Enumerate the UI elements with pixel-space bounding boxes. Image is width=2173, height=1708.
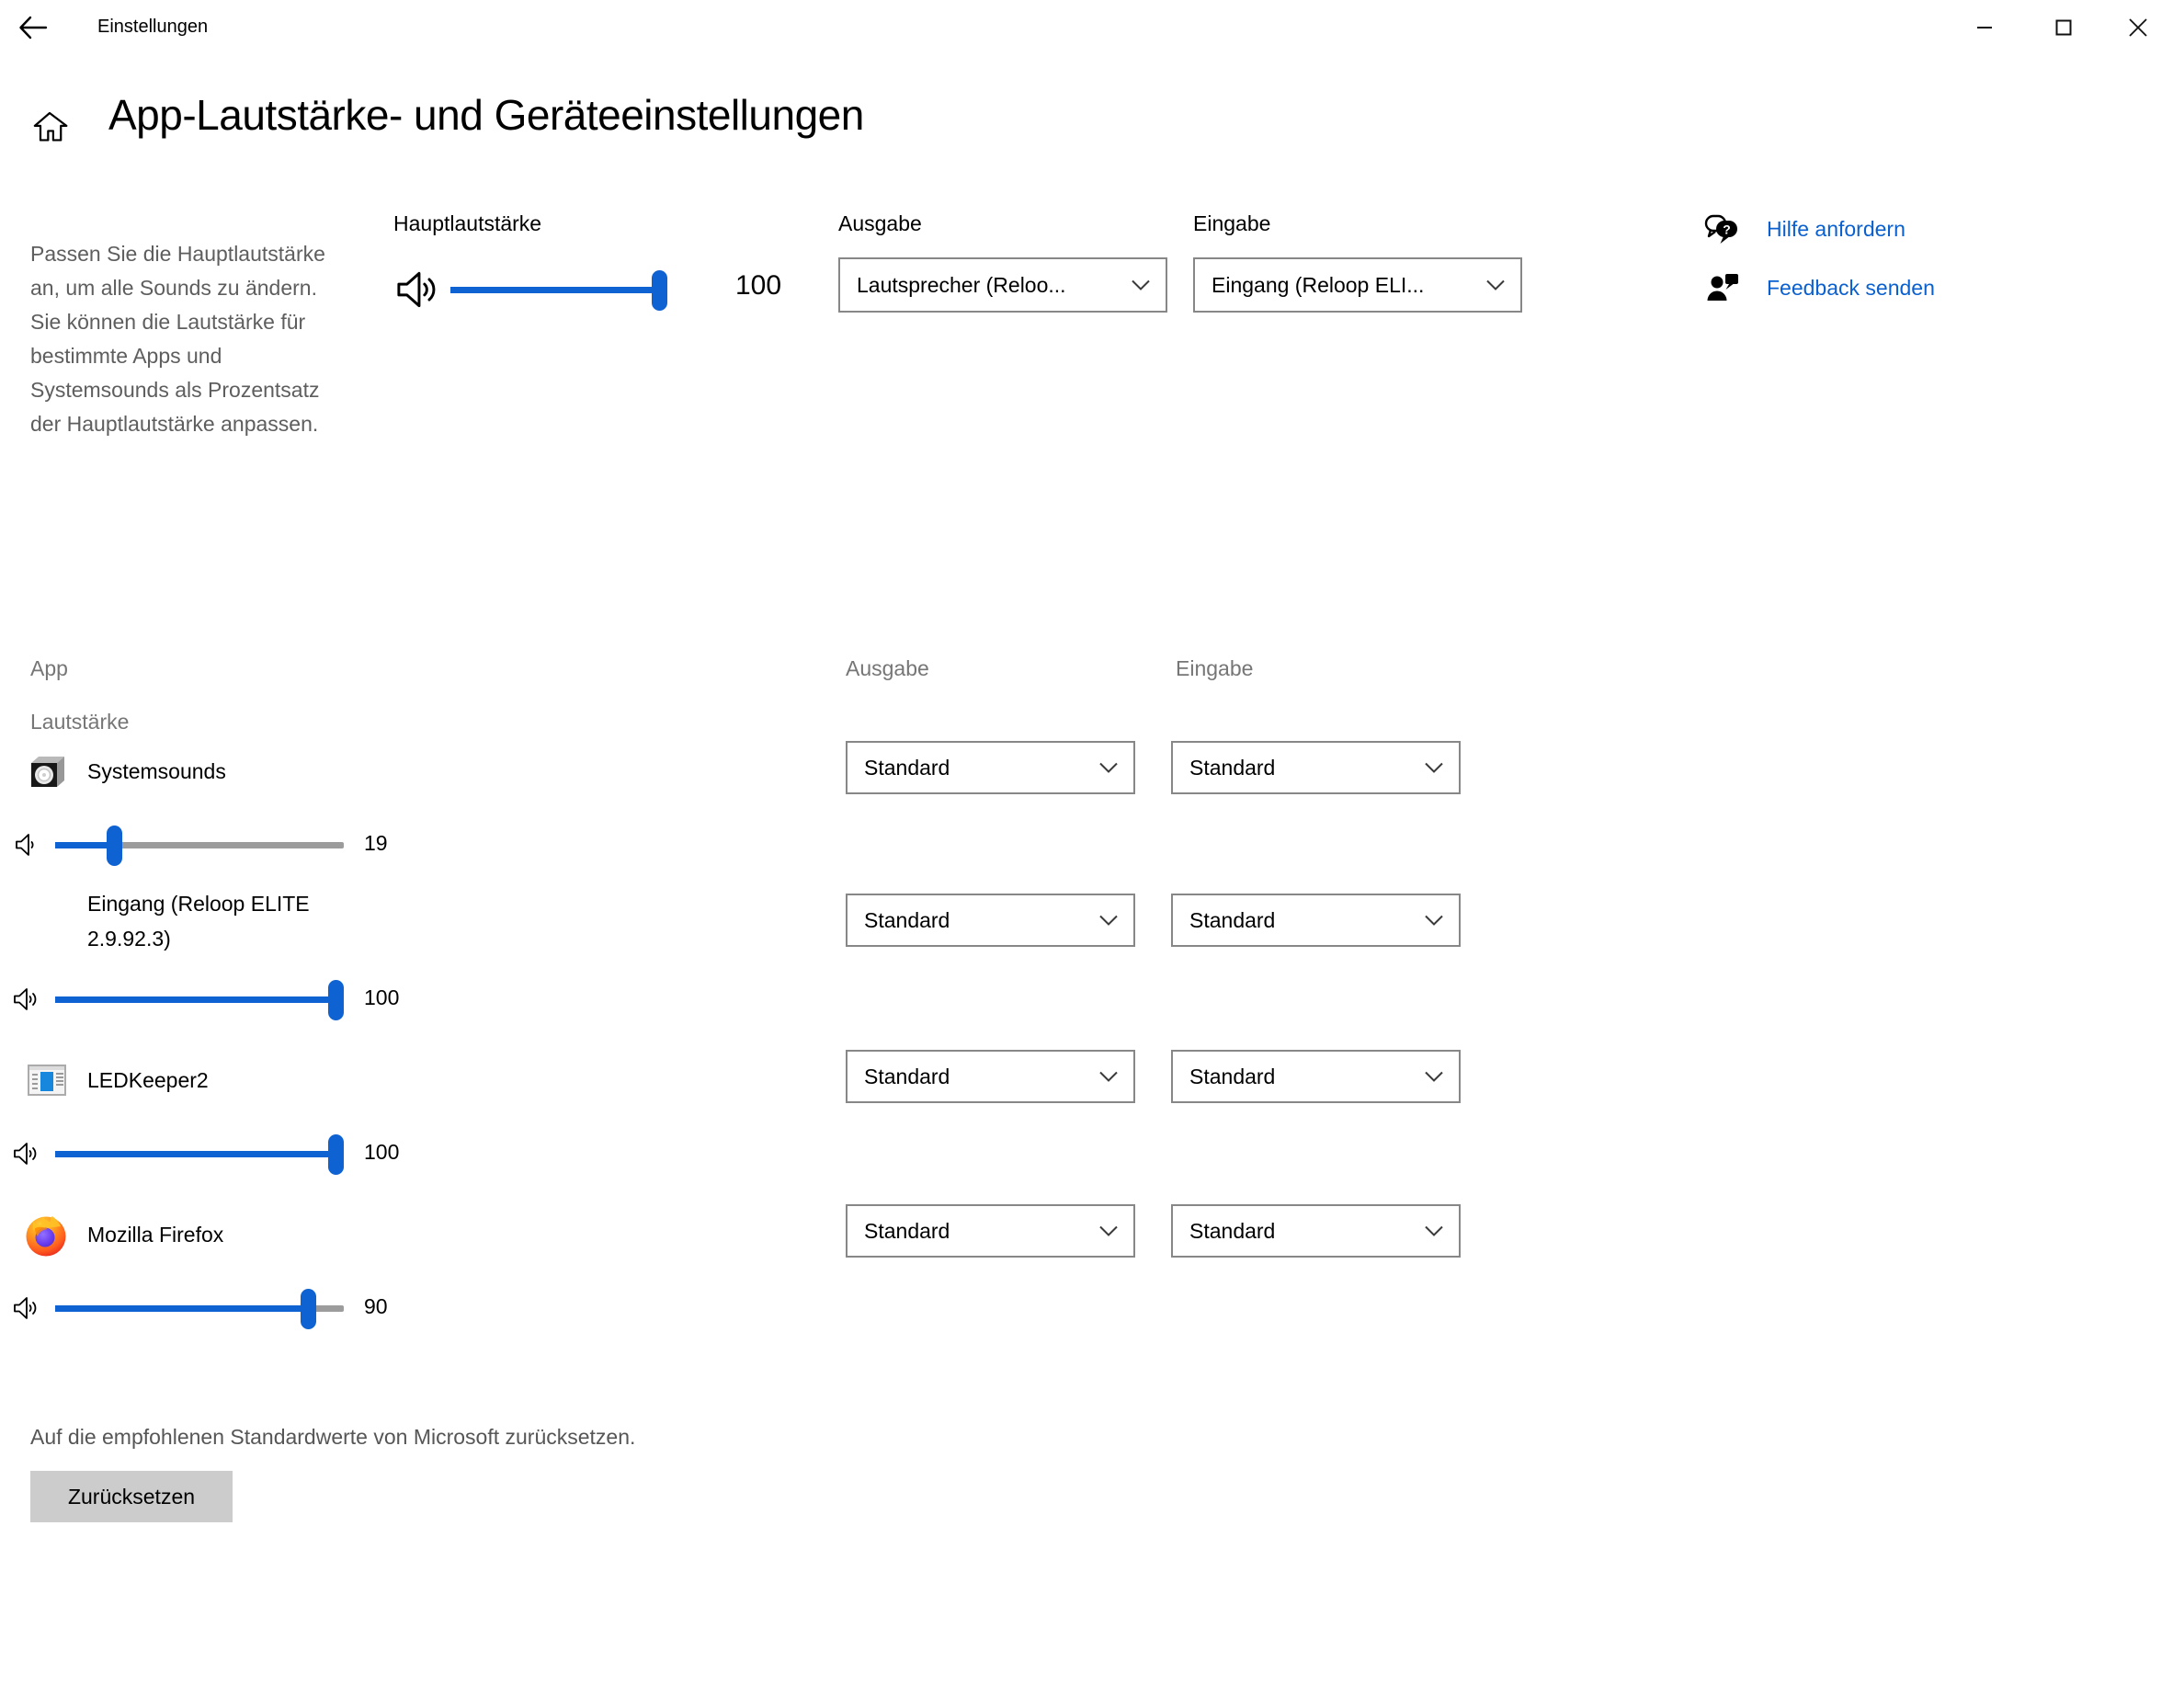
speaker-low-icon [11,829,42,860]
app-volume-slider[interactable] [55,824,344,868]
minimize-icon [1975,18,1994,37]
app-name: Mozilla Firefox [87,1223,224,1247]
app-output-value: Standard [864,755,950,780]
app-volume-slider[interactable] [55,1133,344,1177]
app-name: Systemsounds [87,759,226,783]
app-input-value: Standard [1189,907,1276,932]
chevron-down-icon [1424,1070,1444,1083]
app-volume-slider-thumb[interactable] [107,826,123,866]
app-output-select[interactable]: Standard [846,741,1135,794]
close-button[interactable] [2103,0,2173,55]
app-output-value: Standard [864,1064,950,1088]
app-output-value: Standard [864,1218,950,1243]
input-device-select[interactable]: Eingang (Reloop ELI... [1193,257,1522,313]
svg-text:?: ? [1723,222,1731,237]
app-input-value: Standard [1189,1218,1276,1243]
firefox-app-icon [22,1212,70,1259]
app-volume-slider-track[interactable] [55,1151,344,1157]
app-name: LEDKeeper2 [87,1068,209,1092]
app-output-value: Standard [864,907,950,932]
app-volume-value: 19 [364,831,388,855]
input-label: Eingabe [1193,211,1271,235]
app-input-select[interactable]: Standard [1171,1204,1461,1258]
maximize-icon [2054,18,2073,37]
chevron-down-icon [1424,761,1444,774]
app-volume-slider-thumb[interactable] [328,980,344,1020]
back-button[interactable] [13,7,53,48]
output-column-header: Ausgabe [846,656,929,680]
minimize-button[interactable] [1947,0,2022,55]
chevron-down-icon [1098,1070,1119,1083]
send-feedback-link[interactable]: Feedback senden [1767,276,1935,300]
app-input-select[interactable]: Standard [1171,894,1461,947]
app-output-select[interactable]: Standard [846,894,1135,947]
output-label: Ausgabe [838,211,922,235]
input-column-header: Eingabe [1176,656,1254,680]
app-output-select[interactable]: Standard [846,1050,1135,1103]
app-column-header: App [30,656,68,680]
close-icon [2128,17,2148,38]
app-name-line1: Eingang (Reloop ELITE [87,892,310,916]
app-volume-value: 100 [364,985,400,1009]
master-volume-slider-track[interactable] [450,287,667,293]
app-volume-slider-thumb[interactable] [301,1289,317,1329]
chevron-down-icon [1098,1224,1119,1237]
app-input-value: Standard [1189,1064,1276,1088]
systemsounds-app-icon [26,752,68,794]
speaker-loud-icon [11,1138,42,1169]
input-device-value: Eingang (Reloop ELI... [1212,272,1425,297]
app-input-select[interactable]: Standard [1171,1050,1461,1103]
chevron-down-icon [1424,1224,1444,1237]
app-volume-value: 90 [364,1294,388,1318]
master-volume-description: Passen Sie die Hauptlautstärke an, um al… [30,242,325,436]
chevron-down-icon [1098,761,1119,774]
output-device-value: Lautsprecher (Reloo... [857,272,1066,297]
app-name-line2: 2.9.92.3) [87,927,171,951]
master-volume-label: Hauptlautstärke [393,211,542,235]
app-volume-slider-thumb[interactable] [328,1134,344,1175]
volume-column-header: Lautstärke [30,710,130,734]
app-volume-slider[interactable] [55,978,344,1022]
reset-description: Auf die empfohlenen Standardwerte von Mi… [30,1425,636,1449]
speaker-loud-icon [11,984,42,1015]
master-volume-value: 100 [735,270,782,301]
app-input-value: Standard [1189,755,1276,780]
app-volume-slider-track[interactable] [55,996,344,1003]
app-volume-slider-track[interactable] [55,1305,344,1312]
page-title: App-Lautstärke- und Geräteeinstellungen [108,91,864,139]
app-volume-slider-track[interactable] [55,842,344,848]
app-volume-slider[interactable] [55,1287,344,1331]
reset-button[interactable]: Zurücksetzen [30,1471,233,1522]
get-help-link[interactable]: Hilfe anfordern [1767,217,1906,241]
chevron-down-icon [1424,914,1444,927]
send-feedback-icon [1706,270,1739,303]
titlebar: Einstellungen [0,0,2173,55]
master-volume-speaker-icon [393,267,439,313]
window-title: Einstellungen [97,17,209,37]
chevron-down-icon [1485,279,1506,291]
chevron-down-icon [1098,914,1119,927]
app-output-select[interactable]: Standard [846,1204,1135,1258]
chevron-down-icon [1131,279,1151,291]
ledkeeper2-app-icon [26,1059,68,1101]
get-help-icon: ? [1704,211,1739,246]
speaker-loud-icon [11,1292,42,1324]
master-volume-slider[interactable] [450,268,667,313]
home-icon [31,108,68,145]
app-input-select[interactable]: Standard [1171,741,1461,794]
app-volume-value: 100 [364,1140,400,1164]
maximize-button[interactable] [2026,0,2101,55]
back-arrow-icon [17,13,49,42]
master-volume-slider-thumb[interactable] [652,270,667,311]
output-device-select[interactable]: Lautsprecher (Reloo... [838,257,1167,313]
